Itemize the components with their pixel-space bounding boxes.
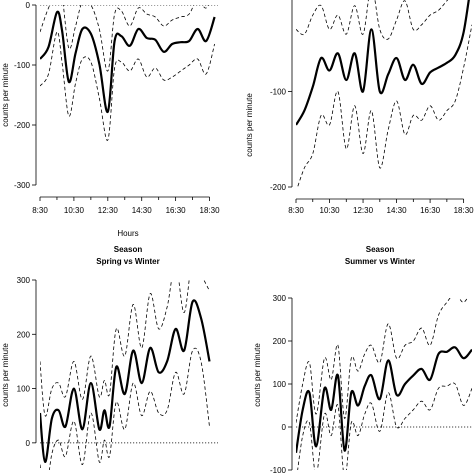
panel-bottom-left: Season Spring vs Winter counts per minut… [1, 245, 218, 470]
panel-subtitle: Summer vs Winter [345, 257, 415, 266]
mean-curve [40, 299, 211, 464]
upper-ci-curve [40, 5, 209, 72]
plot-area [296, 0, 472, 187]
y-tick-label: -100 [14, 61, 31, 70]
mean-curve [40, 10, 216, 113]
y-tick-label: -300 [14, 181, 31, 190]
x-tick-label: 18:30 [200, 206, 221, 215]
y-tick-label: -100 [270, 88, 287, 97]
y-tick-label: 100 [17, 385, 31, 394]
x-tick-label: 14:30 [132, 206, 153, 215]
x-tick-label: 16:30 [420, 206, 441, 215]
x-tick-label: 12:30 [353, 206, 374, 215]
lower-ci-curve [297, 24, 472, 187]
panel-top-left: counts per minute Hours 0 -100 -200 -300 8:3… [1, 1, 221, 238]
x-tick-label: 8:30 [288, 206, 304, 215]
plot-area [40, 5, 218, 141]
x-axis-label: Hours [117, 229, 138, 238]
upper-ci-curve [40, 280, 210, 417]
upper-ci-curve [296, 0, 449, 40]
x-tick-label: 18:30 [454, 206, 474, 215]
y-tick-label: 300 [273, 294, 287, 303]
x-tick-label: 10:30 [64, 206, 85, 215]
y-axis-label: counts per minute [253, 343, 262, 407]
y-tick-label: 0 [26, 1, 31, 10]
panel-title: Season [366, 245, 395, 254]
y-axis-label: counts per minute [1, 63, 10, 127]
x-tick-label: 16:30 [166, 206, 187, 215]
lower-ci-curve [297, 382, 472, 470]
y-tick-label: 200 [273, 337, 287, 346]
y-tick-label: -200 [270, 183, 287, 192]
lower-ci-curve [40, 347, 210, 470]
y-tick-label: 0 [26, 439, 31, 448]
panel-top-right: counts per minute -100 -200 8:30 10:30 12:30… [245, 0, 474, 215]
x-tick-label: 12:30 [98, 206, 119, 215]
mean-curve [296, 346, 472, 453]
panel-bottom-right: Season Summer vs Winter counts per minut… [253, 245, 472, 474]
plot-area [296, 298, 472, 470]
panel-title: Season [114, 245, 143, 254]
mean-curve [296, 0, 470, 126]
x-tick-label: 10:30 [320, 206, 341, 215]
y-axis-label: counts per minute [1, 343, 10, 407]
upper-ci-curve [296, 298, 468, 423]
y-axis-label: counts per minute [245, 93, 254, 157]
y-tick-label: -200 [14, 121, 31, 130]
y-tick-label: 0 [282, 423, 287, 432]
lower-ci-curve [40, 31, 215, 141]
y-tick-label: 200 [17, 330, 31, 339]
y-tick-label: -100 [270, 466, 287, 474]
panel-subtitle: Spring vs Winter [96, 257, 160, 266]
x-tick-label: 8:30 [32, 206, 48, 215]
plot-area [40, 280, 218, 470]
y-tick-label: 300 [17, 276, 31, 285]
y-tick-label: 100 [273, 380, 287, 389]
x-tick-label: 14:30 [387, 206, 408, 215]
